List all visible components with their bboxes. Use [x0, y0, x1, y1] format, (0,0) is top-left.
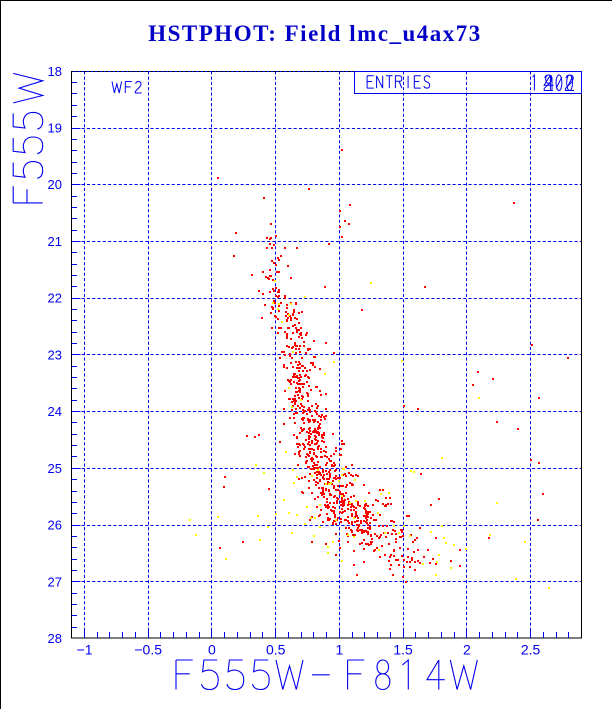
- svg-text:−1: −1: [77, 642, 93, 658]
- svg-text:25: 25: [48, 461, 62, 476]
- svg-text:23: 23: [48, 347, 62, 362]
- svg-text:21: 21: [48, 234, 62, 249]
- svg-text:28: 28: [48, 631, 62, 646]
- svg-text:20: 20: [48, 177, 62, 192]
- svg-text:22: 22: [48, 291, 62, 306]
- svg-text:27: 27: [48, 574, 62, 589]
- svg-text:0.5: 0.5: [266, 642, 286, 658]
- svg-text:19: 19: [48, 121, 62, 136]
- svg-text:26: 26: [48, 518, 62, 533]
- svg-text:2: 2: [463, 642, 471, 658]
- svg-text:0: 0: [208, 642, 216, 658]
- svg-text:2.5: 2.5: [521, 642, 541, 658]
- svg-text:24: 24: [48, 404, 62, 419]
- svg-text:18: 18: [48, 64, 62, 79]
- svg-text:−0.5: −0.5: [134, 642, 162, 658]
- svg-text:1.5: 1.5: [393, 642, 413, 658]
- svg-text:1: 1: [336, 642, 344, 658]
